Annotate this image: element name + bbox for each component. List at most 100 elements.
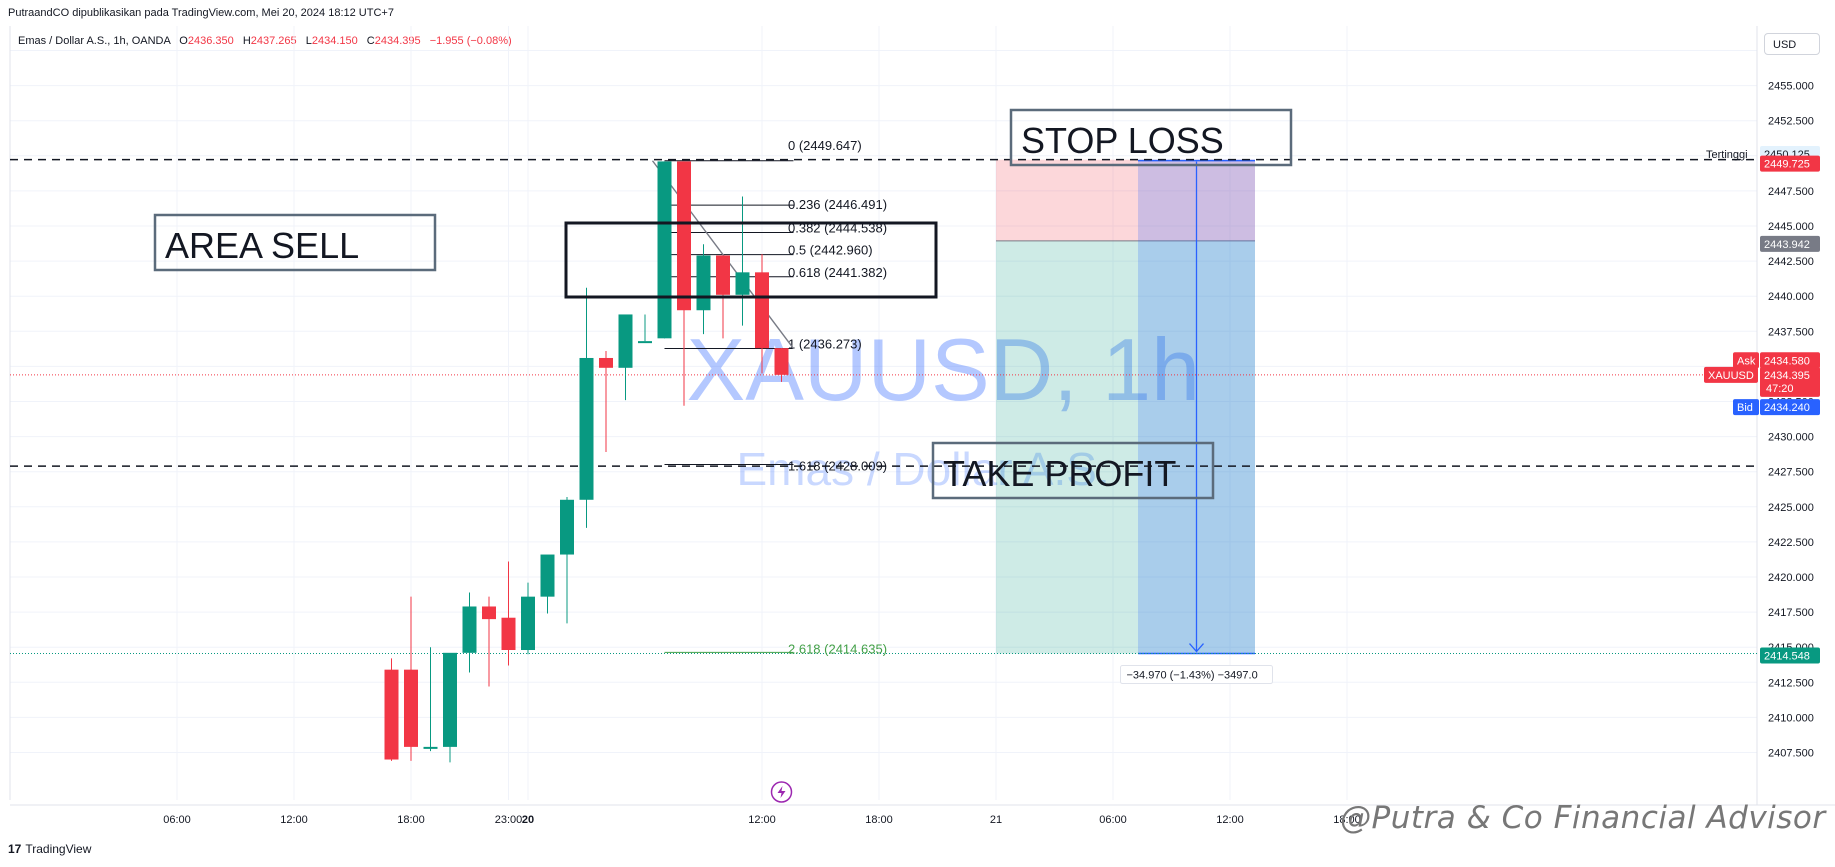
fib-label-1.618: 1.618 (2428.009) [788,459,887,474]
publisher-line: PutraandCO dipublikasikan pada TradingVi… [8,7,394,19]
time-tick: 12:00 [1216,814,1244,826]
candle-body [560,499,574,555]
tradingview-mark-icon: 17 [8,842,22,856]
bid-label: Bid [1737,402,1753,414]
candle-body [462,606,477,653]
time-tick: 18:00 [1333,814,1361,826]
price-tick: 2407.500 [1768,748,1814,760]
target-price-tag-bg [1760,647,1820,664]
ohlc-low-value: 2434.150 [311,35,358,47]
price-tick: 2442.500 [1768,256,1814,268]
change-value: −1.955 (−0.08%) [429,35,512,47]
position-result-box [1120,665,1273,685]
bid-label-bg [1733,399,1759,416]
price-tick: 2425.000 [1768,502,1814,514]
candle-body [716,255,730,295]
symbol-legend: Emas / Dollar A.S., 1h, OANDA O2436.350 … [18,35,512,47]
fib-label-1: 1 (2436.273) [788,337,862,352]
fib-label-0.618: 0.618 (2441.382) [788,265,887,280]
tradingview-logo-text: TradingView [25,842,92,856]
stop-price-tag-bg [1760,155,1820,172]
ask-label-bg [1733,352,1759,369]
price-tick: 2412.500 [1768,677,1814,689]
stop-loss-label: STOP LOSS [1021,120,1224,161]
fib-zone-box [564,221,938,299]
time-tick: 06:00 [1099,814,1127,826]
fib-trend-line [651,160,795,349]
price-tick: 2410.000 [1768,712,1814,724]
ohlc-high-key: H [242,35,251,47]
credit-watermark: @Putra & Co Financial Advisor [1340,800,1826,836]
candle-body [696,255,711,311]
highest-label: Tertinggi [1706,149,1748,161]
area-sell-label: AREA SELL [165,225,359,266]
symbol-price-label-bg [1704,366,1758,383]
price-tick: 2420.000 [1768,572,1814,584]
bar-countdown: 47:20 [1766,383,1794,395]
entry-price-tag-bg [1760,235,1820,252]
currency-button[interactable]: USD [1764,33,1820,55]
candle-body [404,669,418,747]
candle-body [501,617,516,651]
ohlc-low-key: L [305,35,312,47]
ohlc-high-value: 2437.265 [250,35,297,47]
price-tick: 2430.000 [1768,432,1814,444]
last-price-tag: 2434.395 [1764,370,1810,382]
symbol-title: Emas / Dollar A.S., 1h, OANDA [18,35,171,47]
candle-body [599,357,613,368]
ohlc-open-key: O [179,35,188,47]
bid-price-tag: 2434.240 [1764,402,1810,414]
time-tick: 21 [990,814,1002,826]
time-tick: 20 [522,814,534,826]
last-price-bg [1760,366,1820,397]
candle-body [384,669,399,760]
price-tick: 2417.500 [1768,607,1814,619]
area-sell-box [153,213,437,272]
time-tick: 12:00 [748,814,776,826]
time-tick: 18:00 [865,814,893,826]
fib-label-0.236: 0.236 (2446.491) [788,197,887,212]
ask-label: Ask [1737,355,1756,367]
ask-price-tag: 2434.580 [1764,355,1810,367]
candle-body [657,161,672,339]
take-profit-label: TAKE PROFIT [943,453,1176,494]
candle-body [755,272,769,349]
symbol-price-label: XAUUSD [1708,370,1754,382]
projection-arrow-head [1189,643,1204,653]
target-price-tag: 2414.548 [1764,651,1810,663]
candle-body [521,596,535,651]
price-tick: 2447.500 [1768,186,1814,198]
lightning-icon [777,786,786,798]
time-tick: 18:00 [397,814,425,826]
bid-price-tag-bg [1760,399,1820,416]
fib-label-0.5: 0.5 (2442.960) [788,243,873,258]
candle-body [443,652,457,747]
tradingview-logo[interactable]: 17 TradingView [8,842,91,856]
price-tick: 2437.500 [1768,326,1814,338]
candle-body [638,341,652,344]
candle-body [579,357,594,500]
price-tick: 2440.000 [1768,291,1814,303]
stop-price-tag: 2449.725 [1764,159,1810,171]
price-tick: 2427.500 [1768,467,1814,479]
candle-body [540,554,555,597]
ohlc-open-value: 2436.350 [187,35,234,47]
time-tick: 12:00 [280,814,308,826]
stop-loss-zone [996,159,1255,241]
fib-label-0: 0 (2449.647) [788,138,862,153]
candle-body [677,161,691,311]
ohlc-close-key: C [366,35,375,47]
take-profit-box [931,441,1215,500]
time-tick: 23:00 [495,814,523,826]
price-tick: 2445.000 [1768,221,1814,233]
candle-body [618,314,633,368]
stop-loss-box [1009,108,1293,167]
price-tick: 2422.500 [1768,537,1814,549]
entry-price-tag: 2443.942 [1764,239,1810,251]
fib-label-2.618: 2.618 (2414.635) [788,641,887,656]
name-watermark: Emas / Dollar A.S. [737,443,1110,495]
candle-body [423,746,438,749]
candle-body [774,348,789,375]
ask-price-tag-bg [1760,352,1820,369]
